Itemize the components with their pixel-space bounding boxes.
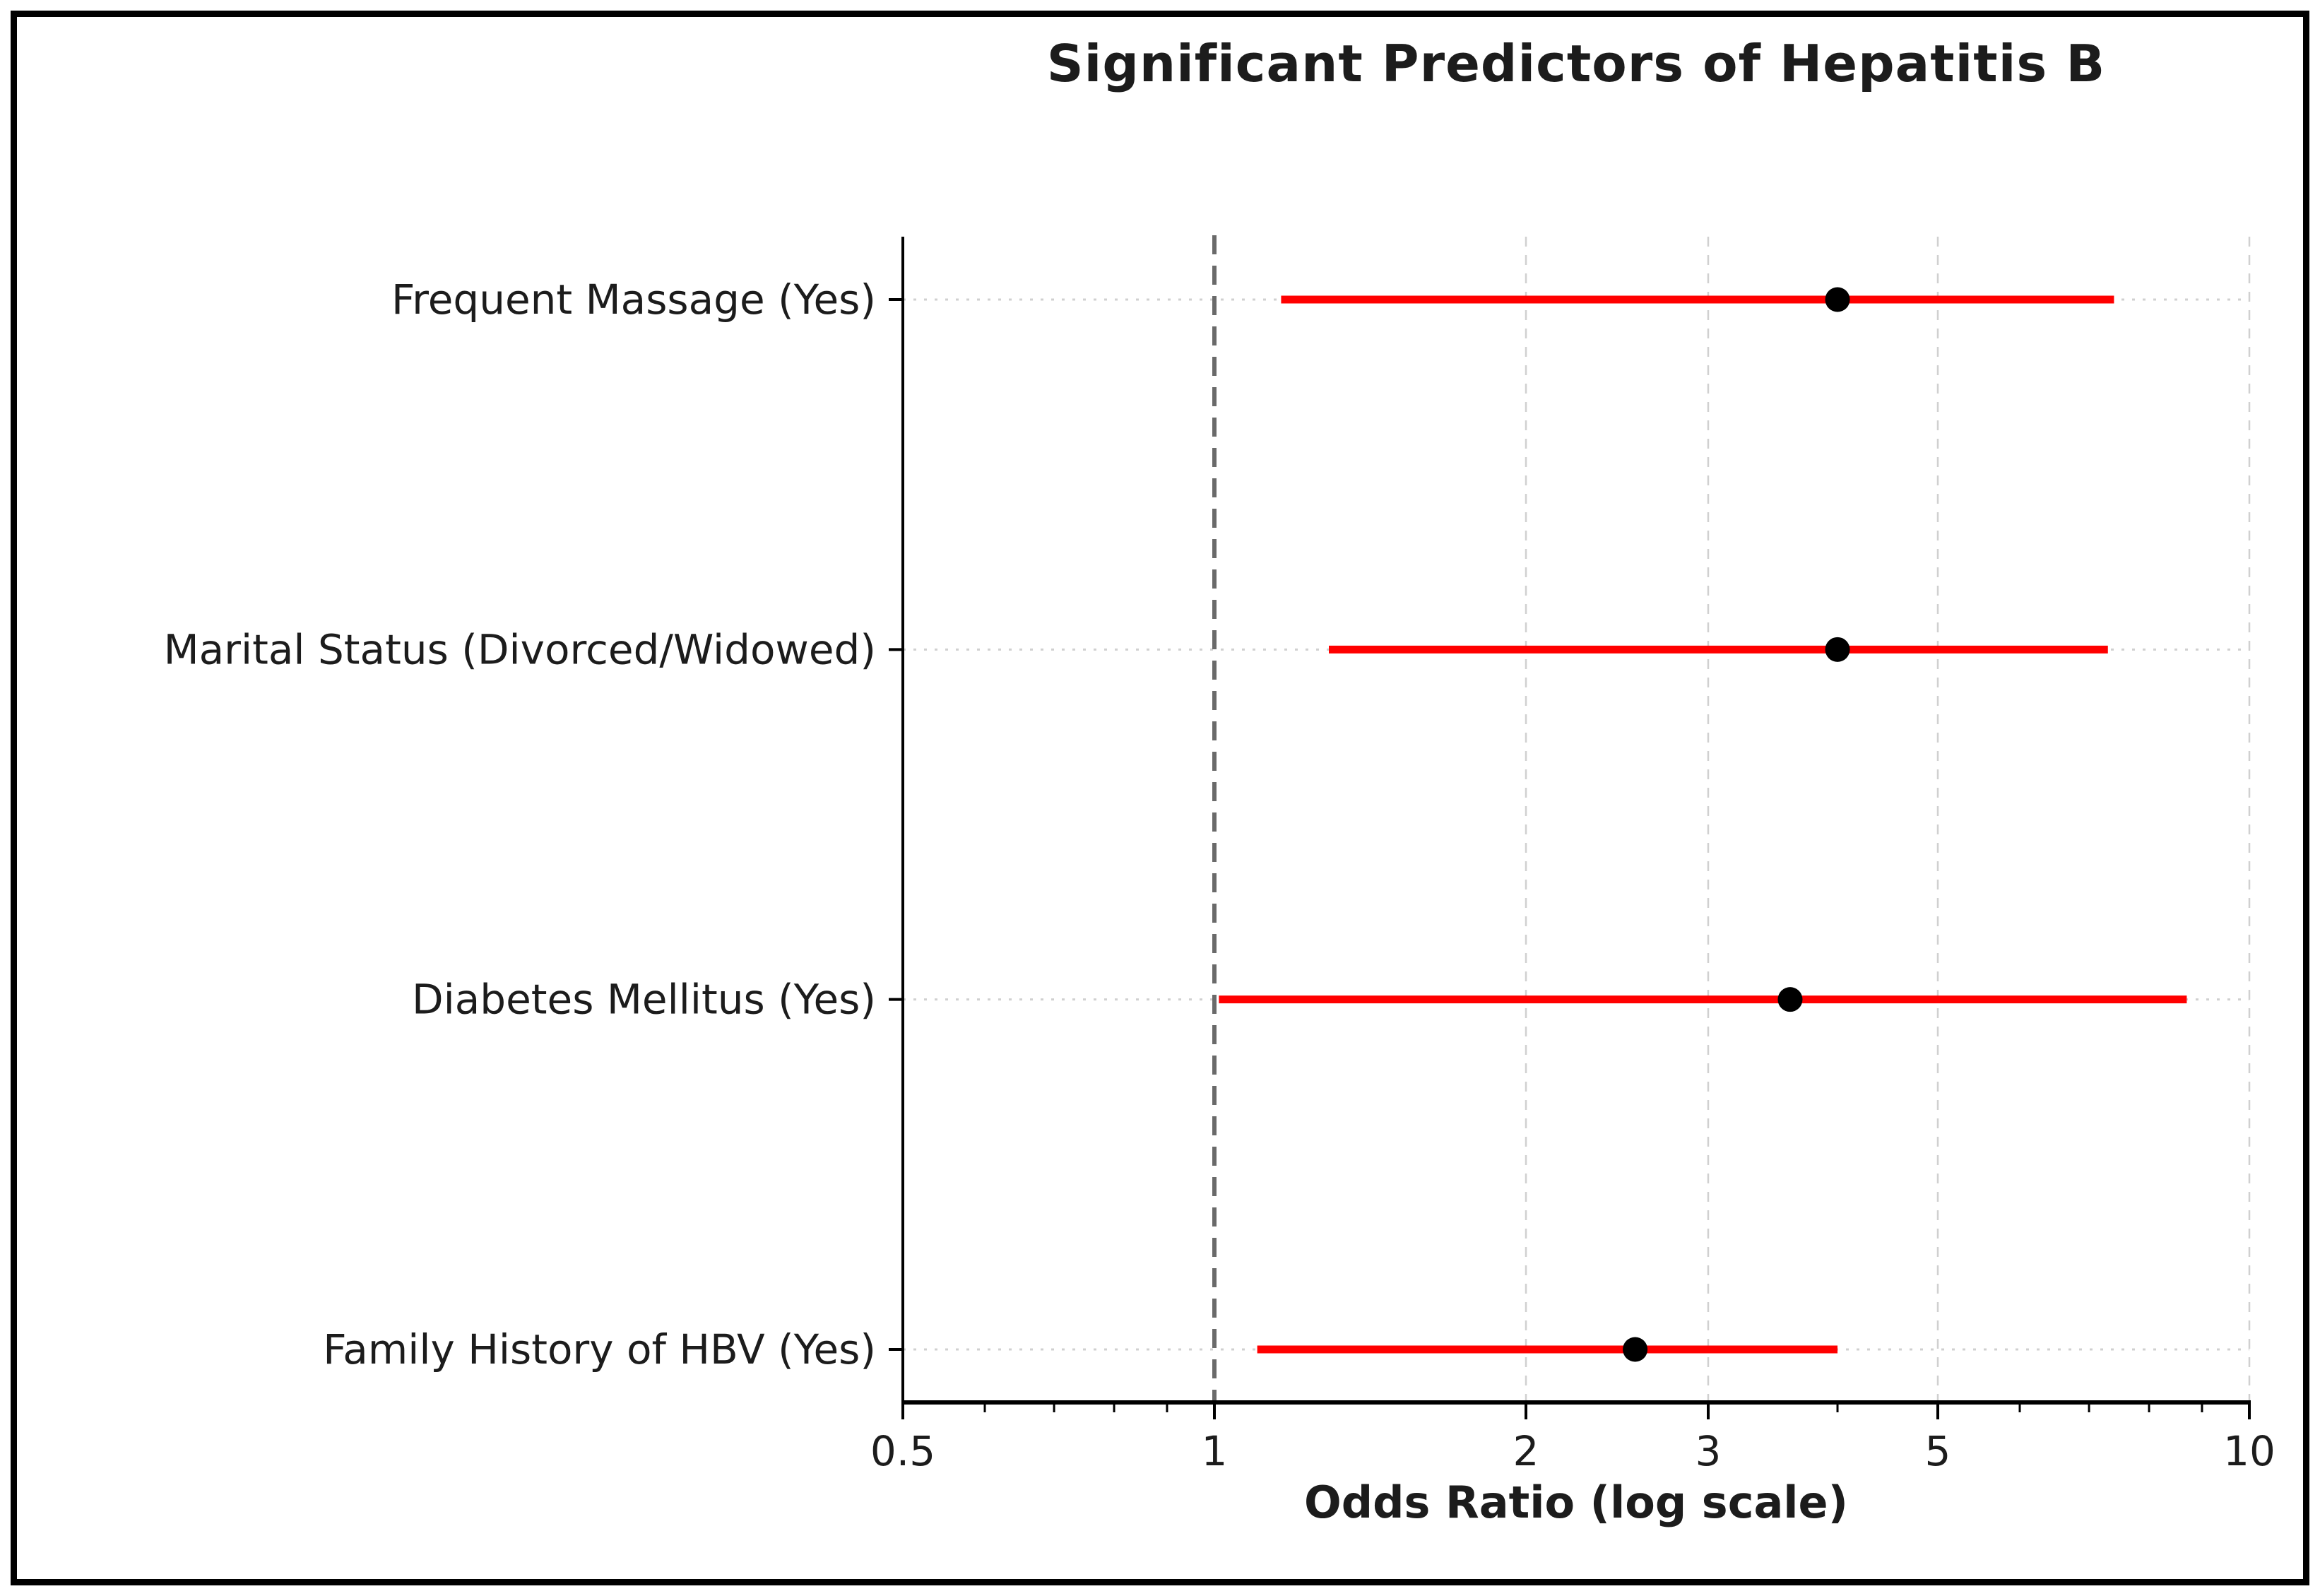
- category-label: Family History of HBV (Yes): [323, 1325, 876, 1373]
- x-tick-label: 3: [1695, 1427, 1722, 1475]
- x-tick-label: 10: [2223, 1427, 2275, 1475]
- x-tick-label: 5: [1925, 1427, 1951, 1475]
- category-label: Diabetes Mellitus (Yes): [412, 976, 876, 1024]
- x-tick-label: 0.5: [870, 1427, 935, 1475]
- odds-ratio-dot: [1777, 987, 1803, 1012]
- x-tick-label: 2: [1513, 1427, 1539, 1475]
- chart-title: Significant Predictors of Hepatitis B: [1046, 34, 2106, 93]
- category-label: Marital Status (Divorced/Widowed): [164, 625, 876, 673]
- odds-ratio-dot: [1825, 637, 1850, 662]
- odds-ratio-dot: [1623, 1337, 1648, 1362]
- odds-ratio-dot: [1825, 287, 1850, 312]
- x-tick-label: 1: [1202, 1427, 1228, 1475]
- category-label: Frequent Massage (Yes): [391, 276, 876, 324]
- x-axis-label: Odds Ratio (log scale): [1304, 1477, 1848, 1528]
